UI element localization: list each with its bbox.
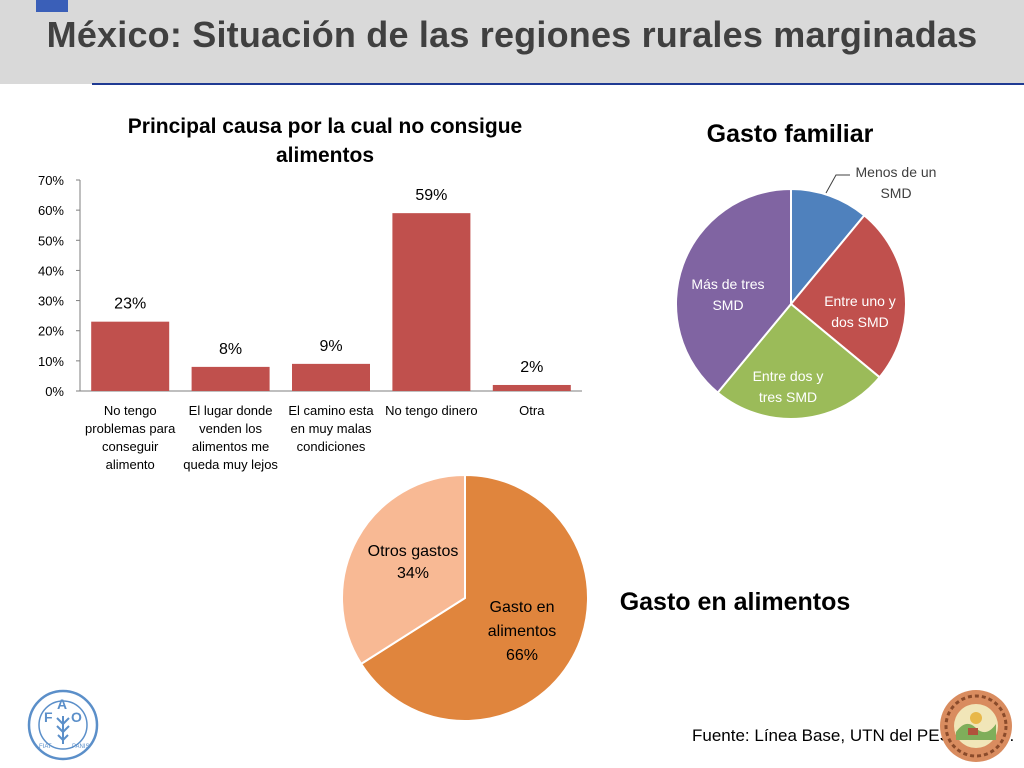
bar [392, 213, 471, 391]
header-rule [92, 83, 1024, 85]
y-tick-label: 60% [38, 203, 64, 218]
bar [292, 363, 370, 391]
pie1-label-mas-tres: Más de tres SMD [691, 276, 765, 313]
svg-text:FIAT: FIAT [39, 744, 52, 750]
x-tick-label-line: en muy malas [290, 421, 372, 436]
pie-slice [675, 187, 792, 395]
y-tick-label: 70% [38, 173, 64, 188]
svg-text:O: O [71, 709, 82, 725]
x-tick-label-line: El camino esta [288, 403, 374, 418]
header-bar [0, 0, 1024, 84]
pie-chart-title-gasto-familiar: Gasto familiar [706, 120, 874, 148]
y-tick-label: 30% [38, 294, 64, 309]
bar [91, 321, 170, 391]
bar [191, 366, 270, 391]
x-tick-label: No tengo problemas para conseguir alimento [80, 402, 180, 474]
pie2-label-otros: Otros gastos 34% [356, 541, 470, 585]
svg-text:PANIS: PANIS [72, 744, 90, 750]
svg-text:A: A [57, 696, 67, 712]
x-tick-label-line: No tengo dinero [385, 403, 478, 418]
x-tick-label-line: El lugar donde [188, 403, 273, 418]
y-tick-label: 0% [45, 384, 64, 399]
header-accent [36, 0, 68, 12]
page-title: México: Situación de las regiones rurale… [46, 14, 978, 55]
pie-slice [359, 473, 589, 722]
y-tick-label: 20% [38, 324, 64, 339]
x-tick-label: El lugar donde venden los alimentos me qued… [180, 402, 280, 474]
pie-slice [789, 213, 907, 379]
pie2-label-alimentos-pct: 66% [505, 647, 539, 664]
pie2-label-alimentos-name: Gasto en alimentos [487, 599, 557, 640]
x-tick-label-line: Otra [519, 403, 545, 418]
bar-data-label: 23% [114, 296, 146, 313]
bar-data-label: 8% [219, 341, 242, 358]
bar-data-label: 9% [319, 338, 342, 355]
x-tick-label: Otra [482, 402, 582, 420]
x-tick-label: El camino esta en muy malas condiciones [281, 402, 381, 456]
x-tick-label-line: alimento [105, 457, 155, 472]
pie-slice [716, 302, 882, 420]
pesa-seal-icon [940, 690, 1012, 762]
source-note: Fuente: Línea Base, UTN del PESA, 2008. [692, 726, 1015, 745]
pie2-label-otros-pct: 34% [396, 565, 430, 582]
x-tick-label-line: conseguir [102, 439, 159, 454]
x-tick-label-line: venden los [199, 421, 263, 436]
pie1-label-uno-dos: Entre uno y dos SMD [824, 293, 896, 330]
pie1-label-dos-tres: Entre dos y tres SMD [752, 368, 824, 405]
pie2-label-otros-name: Otros gastos [367, 543, 459, 560]
fao-logo-icon: F A O FIAT PANIS [27, 689, 99, 761]
bar-data-label: 2% [520, 359, 543, 376]
bar [492, 384, 571, 391]
pie1-label-menos: Menos de un SMD [855, 164, 937, 201]
x-tick-label-line: condiciones [296, 439, 366, 454]
svg-text:F: F [44, 709, 53, 725]
y-tick-label: 10% [38, 354, 64, 369]
pie-slice [341, 473, 466, 666]
y-tick-label: 50% [38, 233, 64, 248]
bar-data-label: 59% [415, 187, 447, 204]
x-tick-label-line: problemas para [85, 421, 176, 436]
pie2-label-alimentos: Gasto en alimentos 66% [474, 596, 570, 668]
pie-chart-title-gasto-alimentos: Gasto en alimentos [619, 588, 851, 616]
x-tick-label-line: alimentos me [191, 439, 270, 454]
bar-chart-title: Principal causa por la cual no consigue … [127, 115, 523, 167]
x-tick-label: No tengo dinero [381, 402, 481, 420]
pie-slice [790, 187, 866, 307]
x-tick-label-line: No tengo [103, 403, 157, 418]
y-tick-label: 40% [38, 263, 64, 278]
leader-line [825, 174, 850, 194]
x-tick-label-line: queda muy lejos [183, 457, 278, 472]
